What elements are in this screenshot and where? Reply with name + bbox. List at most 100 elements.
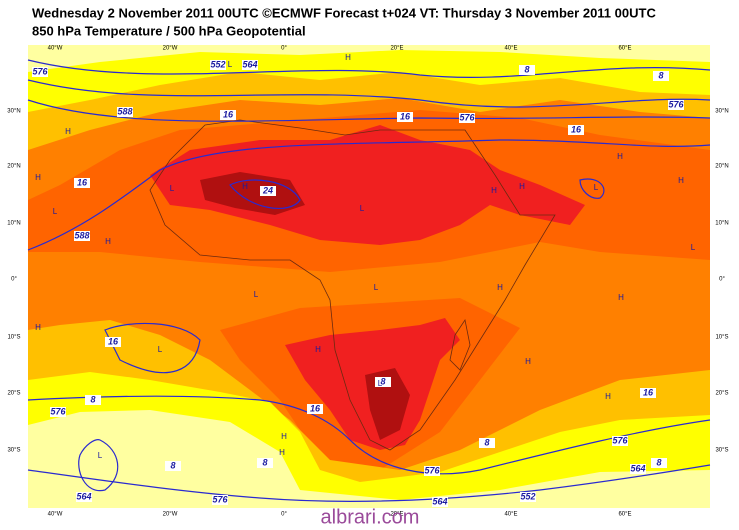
contour-label-box xyxy=(432,497,448,507)
contour-label-box xyxy=(459,113,475,123)
contour-label-box xyxy=(568,125,584,135)
pressure-center: H xyxy=(281,432,287,441)
subtitle: 850 hPa Temperature / 500 hPa Geopotenti… xyxy=(32,23,306,38)
contour-label-box xyxy=(520,492,536,502)
pressure-center: H xyxy=(315,345,321,354)
contours xyxy=(27,59,711,502)
pressure-center: H xyxy=(617,152,623,161)
latitude-label: 30°S xyxy=(715,448,728,454)
contour-label: 564 xyxy=(242,59,257,69)
contour-label-box xyxy=(220,110,236,120)
watermark: albrari.com xyxy=(321,506,420,525)
contour-label-box xyxy=(630,464,646,474)
pressure-center: H xyxy=(491,186,497,195)
pressure-center: H xyxy=(35,173,41,182)
contour-label: 552 xyxy=(210,59,225,69)
contour-label: 564 xyxy=(432,496,447,506)
contour-label-box xyxy=(242,60,258,70)
contour-label: 8 xyxy=(90,394,95,404)
contour-label: 8 xyxy=(524,64,529,74)
contour-label: 588 xyxy=(74,230,89,240)
contour-label: 16 xyxy=(643,387,654,397)
longitude-label: 60°E xyxy=(618,46,631,52)
pressure-center: L xyxy=(691,243,696,252)
pressure-center: H xyxy=(678,176,684,185)
pressure-center: L xyxy=(360,204,365,213)
contour-label: 564 xyxy=(76,491,91,501)
pressure-center: L xyxy=(98,451,103,460)
longitude-label: 0° xyxy=(281,512,287,518)
pressure-center: L xyxy=(374,283,379,292)
contour-label: 8 xyxy=(170,460,175,470)
contour-label: 552 xyxy=(520,491,535,501)
contour-label-box xyxy=(76,492,92,502)
contour-label-box xyxy=(212,495,228,505)
contour-label: 8 xyxy=(380,376,385,386)
contour-label-box xyxy=(653,71,669,81)
contour-label: 16 xyxy=(77,177,88,187)
pressure-center: H xyxy=(605,392,611,401)
longitude-label: 20°E xyxy=(390,512,403,518)
latitude-label: 30°S xyxy=(7,448,20,454)
contour-label-box xyxy=(260,186,276,196)
contour-label-box xyxy=(424,466,440,476)
pressure-center: H xyxy=(525,357,531,366)
pressure-center: H xyxy=(497,283,503,292)
pressure-center: L xyxy=(378,379,383,388)
latitude-label: 10°N xyxy=(7,221,20,227)
contour-label: 576 xyxy=(212,494,228,504)
pressure-center: L xyxy=(158,345,163,354)
contour-labels: 576 552 564 588 16 16 576 576 16 8 8 16 24 588 16 16 8 57… xyxy=(32,59,684,507)
contour-label: 8 xyxy=(262,457,267,467)
longitude-label: 20°E xyxy=(390,46,403,52)
pressure-center: H xyxy=(65,127,71,136)
contour-label-box xyxy=(257,458,273,468)
pressure-center: H xyxy=(242,182,248,191)
contour-label-box xyxy=(105,337,121,347)
pressure-center: H xyxy=(519,182,525,191)
longitude-label: 0° xyxy=(281,46,287,52)
pressure-center: H xyxy=(618,293,624,302)
longitude-label: 40°W xyxy=(48,512,63,518)
pressure-center: H xyxy=(105,237,111,246)
contour-label-box xyxy=(375,377,391,387)
longitude-label: 40°E xyxy=(504,46,517,52)
latitude-label: 20°N xyxy=(7,164,20,170)
contour-label-box xyxy=(397,112,413,122)
pressure-center: H xyxy=(345,53,351,62)
contour-label: 8 xyxy=(656,457,661,467)
contour-label: 564 xyxy=(630,463,645,473)
title: Wednesday 2 November 2011 00UTC ©ECMWF F… xyxy=(32,5,656,20)
latitude-label: 0° xyxy=(11,277,17,283)
contour-label: 8 xyxy=(484,437,489,447)
contour-label-box xyxy=(640,388,656,398)
contour-label-box xyxy=(307,404,323,414)
latitude-label: 10°N xyxy=(715,221,728,227)
longitude-label: 20°W xyxy=(163,46,178,52)
contour-label-box xyxy=(74,231,90,241)
contour-label-box xyxy=(74,178,90,188)
contour-label: 576 xyxy=(668,99,684,109)
map-fields xyxy=(28,45,710,508)
contour-label: 588 xyxy=(117,106,132,116)
latitude-label: 20°S xyxy=(715,391,728,397)
contour-label: 16 xyxy=(310,403,321,413)
pressure-center: L xyxy=(594,183,599,192)
pressure-center: L xyxy=(53,207,58,216)
contour-label: 8 xyxy=(658,70,663,80)
contour-label-box xyxy=(85,395,101,405)
pressure-center: L xyxy=(254,290,259,299)
longitude-label: 40°E xyxy=(504,512,517,518)
latitude-label: 0° xyxy=(719,277,725,283)
contour-label: 16 xyxy=(223,109,234,119)
contour-label-box xyxy=(50,407,66,417)
graticule-labels: 40°W 40°W 20°W 20°W 0° 0° 20°E 20°E 40°E 40°E 60°E… xyxy=(7,46,728,518)
longitude-label: 40°W xyxy=(48,46,63,52)
latitude-label: 20°S xyxy=(7,391,20,397)
contour-label-box xyxy=(668,100,684,110)
contour-label-box xyxy=(519,65,535,75)
contour-label-box xyxy=(479,438,495,448)
contour-label: 576 xyxy=(50,406,66,416)
